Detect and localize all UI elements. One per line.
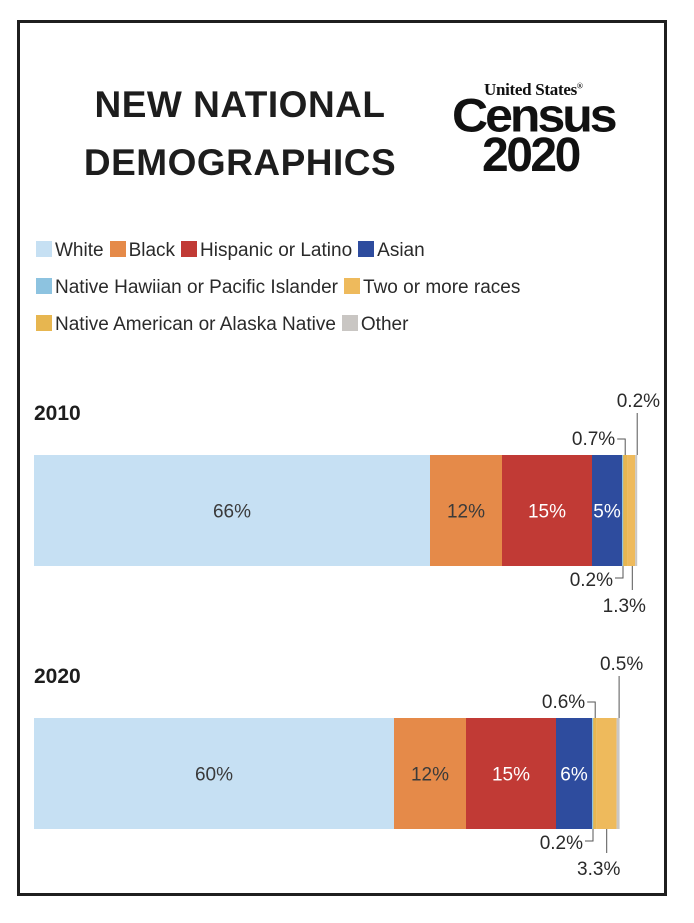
bar-segment: [502, 455, 592, 566]
legend-label: Two or more races: [363, 277, 521, 298]
legend-label: Other: [360, 314, 409, 335]
legend-item: Native American or Alaska Native: [36, 314, 336, 336]
bar-segment: [430, 455, 502, 566]
data-label: 15%: [528, 502, 566, 523]
legend-label: White: [55, 240, 104, 261]
callout-line: [585, 829, 594, 842]
callout-line: [615, 566, 624, 579]
bar-segment: [466, 718, 556, 829]
data-label: 60%: [195, 765, 233, 786]
title-line-2: DEMOGRAPHICS: [83, 142, 397, 183]
data-label: 0.6%: [542, 692, 585, 713]
bar-segment: [394, 718, 466, 829]
legend-swatch: [341, 315, 358, 331]
legend-swatch: [109, 241, 126, 257]
logo-census: Census: [452, 88, 618, 143]
legend-label: Black: [128, 240, 176, 261]
logo-united-states: United States®: [484, 80, 583, 99]
legend-label: Hispanic or Latino: [200, 240, 353, 261]
data-label: 1.3%: [603, 596, 646, 617]
callout-line: [587, 701, 596, 718]
data-label: 0.2%: [617, 391, 660, 412]
legend-label: Native American or Alaska Native: [55, 314, 336, 335]
legend-item: Native Hawiian or Pacific Islander: [36, 277, 338, 299]
data-label: 0.2%: [540, 833, 583, 854]
data-label: 12%: [447, 502, 485, 523]
data-label: 0.2%: [570, 570, 613, 591]
data-label: 15%: [492, 765, 530, 786]
legend-item: Black: [109, 240, 176, 262]
logo-year: 2020: [482, 129, 581, 182]
bar-segment: [627, 455, 636, 566]
callout-line: [617, 438, 626, 455]
bar-segment: [592, 455, 622, 566]
bar-segment: [556, 718, 592, 829]
legend-swatch: [36, 278, 52, 294]
data-label: 3.3%: [577, 859, 620, 880]
legend-row: Native Hawiian or Pacific Islander Two or…: [36, 277, 526, 299]
legend-item: Asian: [358, 240, 425, 262]
data-label: 5%: [593, 502, 621, 523]
legend-item: Two or more races: [344, 277, 520, 299]
bar-segment: [593, 718, 597, 829]
data-label: 0.7%: [572, 429, 615, 450]
legend-item: Hispanic or Latino: [181, 240, 352, 262]
bar-segment: [34, 455, 430, 566]
bar-segment: [623, 455, 628, 566]
bar-segment: [635, 455, 638, 566]
legend-swatch: [181, 241, 198, 257]
legend-label: Native Hawiian or Pacific Islander: [55, 277, 339, 298]
year-label: 2010: [34, 402, 81, 425]
legend-row: White Black Hispanic or Latino Asian: [36, 240, 431, 262]
bar-segment: [616, 718, 620, 829]
data-label: 12%: [411, 765, 449, 786]
chart-title: NEW NATIONAL DEMOGRAPHICS: [60, 76, 420, 192]
legend-swatch: [36, 241, 52, 257]
data-label: 66%: [213, 502, 251, 523]
bar-segment: [622, 455, 624, 566]
legend-row: Native American or Alaska Native Other: [36, 314, 414, 336]
legend-swatch: [358, 241, 375, 257]
legend-item: Other: [341, 314, 409, 336]
bar-segment: [34, 718, 394, 829]
data-label: 6%: [560, 765, 588, 786]
data-label: 0.5%: [600, 654, 643, 675]
title-line-1: NEW NATIONAL: [94, 84, 386, 125]
bar-segment: [596, 718, 617, 829]
legend-label: Asian: [377, 240, 425, 261]
chart-frame: [17, 20, 667, 896]
legend-item: White: [36, 240, 104, 262]
census-2020-logo: United States® Census 2020: [452, 76, 632, 186]
legend-swatch: [344, 278, 361, 294]
legend-swatch: [36, 315, 52, 331]
bar-segment: [592, 718, 594, 829]
year-label: 2020: [34, 665, 81, 688]
